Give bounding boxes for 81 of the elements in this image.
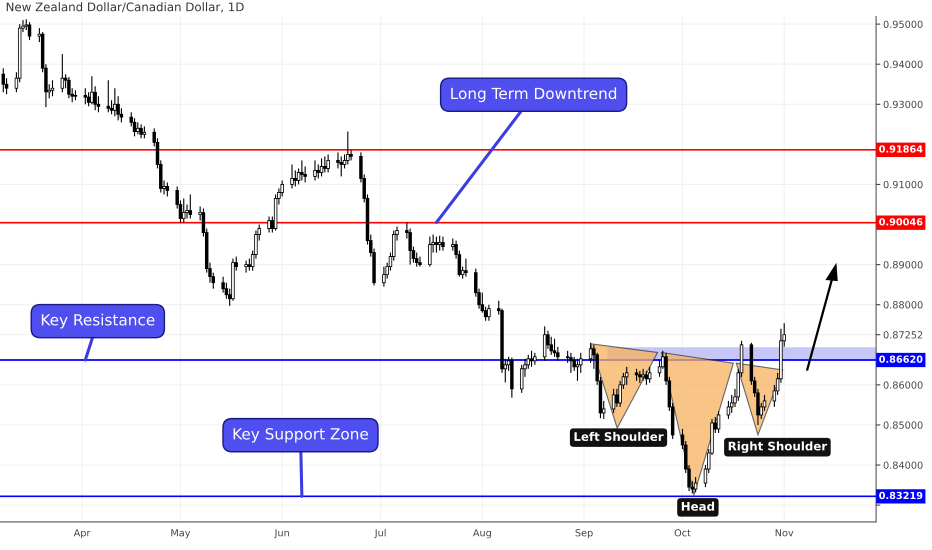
ref-line-label: 0.91864 xyxy=(879,145,923,153)
candlestick xyxy=(464,258,468,278)
candlestick xyxy=(624,366,628,386)
candlestick xyxy=(434,236,438,254)
candlestick xyxy=(244,260,248,274)
candlestick xyxy=(428,236,432,268)
candlestick xyxy=(438,235,442,252)
candlestick xyxy=(166,182,170,198)
candlestick xyxy=(349,150,353,161)
candlestick xyxy=(533,352,537,366)
candlestick xyxy=(612,388,616,414)
candlestick xyxy=(2,68,6,93)
x-tick-label: Aug xyxy=(472,529,491,538)
candlestick xyxy=(441,236,445,252)
x-tick-label: Sep xyxy=(576,529,593,538)
chart-title: New Zealand Dollar/Canadian Dollar, 1D xyxy=(6,2,244,13)
y-tick-label: 0.91000 xyxy=(884,180,923,188)
y-tick-label: 0.84000 xyxy=(884,462,923,469)
candlestick xyxy=(188,194,192,220)
annotation: Key Support Zone xyxy=(234,428,368,443)
candlestick xyxy=(67,76,71,99)
candlestick xyxy=(320,158,324,177)
candlestick xyxy=(142,126,146,139)
candlestick xyxy=(28,22,32,41)
candlestick xyxy=(346,130,350,165)
y-tick-label: 0.94000 xyxy=(884,60,923,68)
y-tick-label: 0.88000 xyxy=(884,301,923,309)
candlestick xyxy=(638,370,642,384)
candlestick xyxy=(84,88,88,105)
x-tick-label: Jul xyxy=(374,528,386,538)
x-tick-label: Jun xyxy=(274,529,289,538)
candlestick xyxy=(487,304,491,322)
candlestick xyxy=(644,370,648,386)
annotation: Right Shoulder xyxy=(728,441,828,453)
candlestick xyxy=(418,256,422,268)
candlestick xyxy=(60,54,64,93)
candlestick xyxy=(648,366,652,384)
candlestick xyxy=(300,160,304,181)
candlestick xyxy=(451,238,455,252)
x-tick-label: May xyxy=(171,529,190,538)
candlestick xyxy=(716,410,720,434)
candlestick xyxy=(106,80,110,113)
candlestick xyxy=(641,368,645,382)
y-tick-label: 0.95000 xyxy=(884,20,923,28)
candlestick xyxy=(248,258,252,272)
candlestick xyxy=(294,170,298,188)
candlestick xyxy=(323,156,327,173)
candlestick xyxy=(139,124,143,139)
candlestick xyxy=(313,160,317,181)
y-tick-label: 0.93000 xyxy=(884,100,923,108)
annotation: Head xyxy=(682,502,714,511)
candlestick xyxy=(694,476,698,493)
candlestick xyxy=(340,156,343,177)
y-tick-label: 0.89000 xyxy=(884,261,923,268)
x-tick-label: Nov xyxy=(776,529,794,536)
y-tick-label: 0.85000 xyxy=(884,421,923,429)
ref-line-label: 0.86620 xyxy=(879,355,923,363)
candlestick xyxy=(552,338,556,358)
y-tick-label: 0.87252 xyxy=(884,331,922,339)
candlestick xyxy=(113,88,117,117)
annotation: Key Resistance xyxy=(42,314,154,329)
candlestick xyxy=(267,216,271,234)
candlestick xyxy=(382,266,386,288)
candlestick xyxy=(542,326,546,362)
candlestick xyxy=(569,352,573,374)
y-tick-label: 0.86000 xyxy=(884,381,923,389)
candlestick xyxy=(290,164,294,190)
annotation: Long Term Downtrend xyxy=(451,87,616,102)
candlestick xyxy=(615,388,619,408)
ref-line-label: 0.83219 xyxy=(879,492,922,500)
ref-line-label: 0.90046 xyxy=(879,218,922,226)
annotation: Left Shoulder xyxy=(574,432,664,442)
candlestick xyxy=(316,164,320,179)
candlestick xyxy=(90,76,94,105)
candlestick xyxy=(634,368,638,382)
candlestick xyxy=(182,198,186,224)
x-tick-label: Apr xyxy=(74,529,90,538)
candlestick xyxy=(74,90,78,101)
x-tick-label: Oct xyxy=(674,529,691,536)
candlestick xyxy=(326,154,330,173)
candlestick xyxy=(136,122,140,135)
